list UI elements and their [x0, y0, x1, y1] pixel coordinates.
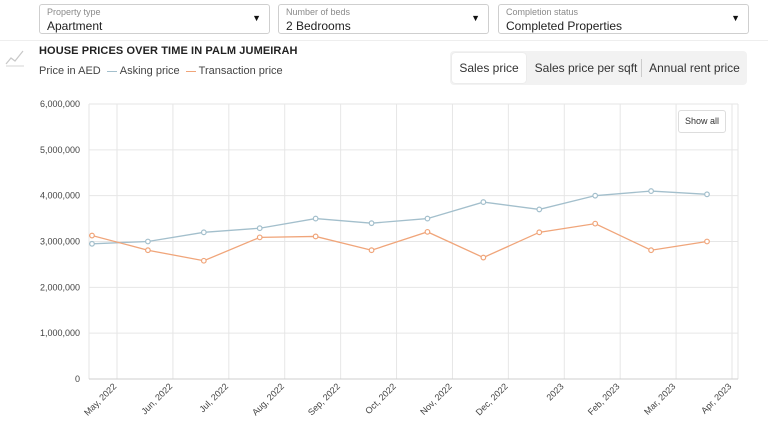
x-tick-label: Feb, 2023	[586, 381, 622, 417]
beds-select[interactable]: Number of beds 2 Bedrooms ▼	[278, 4, 489, 34]
property-type-label: Property type	[47, 7, 101, 17]
y-tick-label: 4,000,000	[40, 191, 80, 201]
transaction-price-point	[200, 257, 207, 264]
property-type-select[interactable]: Property type Apartment ▼	[39, 4, 270, 34]
x-tick-label: Nov, 2022	[418, 381, 454, 417]
x-tick-label: Jul, 2022	[197, 381, 230, 414]
chevron-down-icon: ▼	[731, 13, 740, 23]
asking-price-point	[704, 191, 710, 198]
asking-price-point	[89, 240, 95, 247]
tab-separator	[641, 59, 642, 77]
header-divider	[0, 40, 768, 41]
tab-sales-price-per-sqft[interactable]: Sales price per sqft	[534, 61, 638, 75]
asking-price-point	[256, 225, 263, 232]
x-tick-label: Sep, 2022	[306, 381, 342, 417]
legend-asking-price: Asking price	[119, 65, 180, 77]
tab-sales-price[interactable]: Sales price	[452, 53, 526, 83]
transaction-legend-swatch	[185, 70, 196, 72]
y-tick-label: 0	[75, 374, 80, 384]
y-tick-label: 1,000,000	[40, 328, 80, 338]
completion-status-label: Completion status	[506, 7, 579, 17]
filter-bar: Property type Apartment ▼ Number of beds…	[0, 0, 768, 44]
legend-transaction-price: Transaction price	[198, 65, 283, 77]
x-tick-label: Apr, 2023	[699, 381, 733, 415]
transaction-price-line	[89, 222, 708, 262]
completion-status-select[interactable]: Completion status Completed Properties ▼	[498, 4, 749, 34]
asking-price-point	[536, 206, 543, 213]
chart-title: HOUSE PRICES OVER TIME IN PALM JUMEIRAH	[39, 45, 298, 57]
y-tick-label: 5,000,000	[40, 145, 80, 155]
x-tick-label: 2023	[544, 381, 565, 402]
transaction-price-point	[368, 247, 375, 254]
beds-label: Number of beds	[286, 7, 351, 17]
chart-subtitle: Price in AED Asking price Transaction pric…	[39, 65, 283, 77]
asking-price-point	[200, 229, 207, 236]
asking-price-point	[648, 188, 654, 194]
transaction-price-point	[536, 229, 543, 236]
asking-price-point	[145, 238, 151, 245]
y-tick-label: 6,000,000	[40, 99, 80, 109]
transaction-price-point	[256, 234, 263, 241]
x-tick-label: Jun, 2022	[139, 381, 174, 416]
transaction-price-point	[424, 228, 431, 235]
show-all-button[interactable]: Show all	[678, 110, 726, 133]
transaction-price-point	[312, 233, 319, 240]
asking-price-line	[89, 190, 708, 245]
chevron-down-icon: ▼	[252, 13, 261, 23]
x-tick-label: May, 2022	[82, 381, 118, 417]
line-chart-icon	[5, 50, 24, 67]
completion-status-value: Completed Properties	[506, 19, 623, 33]
price-unit-label: Price in AED	[39, 65, 101, 77]
transaction-price-point	[648, 247, 654, 254]
tab-annual-rent-price[interactable]: Annual rent price	[649, 61, 740, 75]
x-tick-label: Aug, 2022	[250, 381, 286, 417]
beds-value: 2 Bedrooms	[286, 19, 351, 33]
y-tick-label: 3,000,000	[40, 237, 80, 247]
asking-price-point	[592, 192, 599, 199]
asking-price-point	[480, 199, 487, 205]
x-tick-label: Dec, 2022	[474, 381, 510, 417]
asking-legend-swatch	[106, 70, 117, 72]
transaction-price-point	[480, 254, 487, 261]
asking-price-point	[312, 215, 319, 222]
chevron-down-icon: ▼	[471, 13, 480, 23]
transaction-price-point	[145, 247, 151, 254]
x-tick-label: Oct, 2022	[363, 381, 398, 416]
property-type-value: Apartment	[47, 19, 103, 33]
x-tick-label: Mar, 2023	[642, 381, 677, 416]
asking-price-point	[424, 215, 431, 222]
price-type-tabs: Sales price Sales price per sqft Annual …	[450, 51, 747, 85]
asking-price-point	[368, 220, 375, 227]
transaction-price-point	[592, 220, 599, 227]
transaction-price-point	[89, 232, 95, 239]
y-tick-label: 2,000,000	[40, 282, 80, 292]
transaction-price-point	[704, 238, 710, 245]
